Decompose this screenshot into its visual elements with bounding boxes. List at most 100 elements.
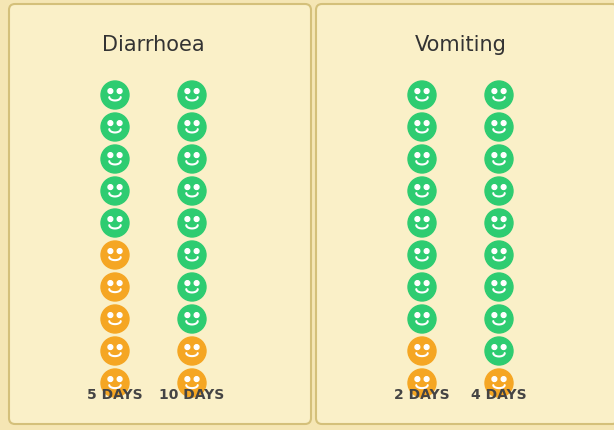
Circle shape — [108, 281, 113, 286]
Circle shape — [178, 177, 206, 205]
Circle shape — [485, 113, 513, 141]
Circle shape — [485, 145, 513, 173]
Circle shape — [178, 209, 206, 237]
Circle shape — [492, 217, 497, 221]
Circle shape — [415, 153, 420, 157]
Circle shape — [194, 313, 199, 317]
Circle shape — [117, 185, 122, 190]
Circle shape — [185, 217, 190, 221]
Text: 2 DAYS: 2 DAYS — [394, 388, 450, 402]
Circle shape — [485, 369, 513, 397]
Circle shape — [194, 249, 199, 253]
Circle shape — [485, 273, 513, 301]
Circle shape — [485, 209, 513, 237]
Circle shape — [408, 305, 436, 333]
Circle shape — [185, 249, 190, 253]
Circle shape — [185, 345, 190, 350]
Circle shape — [415, 249, 420, 253]
Circle shape — [492, 89, 497, 93]
Circle shape — [501, 185, 506, 190]
Circle shape — [101, 273, 129, 301]
Circle shape — [424, 153, 429, 157]
Circle shape — [501, 313, 506, 317]
Circle shape — [501, 89, 506, 93]
Circle shape — [108, 377, 113, 381]
Circle shape — [178, 273, 206, 301]
Circle shape — [408, 209, 436, 237]
Circle shape — [492, 153, 497, 157]
Circle shape — [117, 377, 122, 381]
Circle shape — [108, 345, 113, 350]
Circle shape — [117, 89, 122, 93]
Circle shape — [501, 377, 506, 381]
Text: Vomiting: Vomiting — [415, 35, 507, 55]
Circle shape — [415, 217, 420, 221]
Circle shape — [101, 113, 129, 141]
Circle shape — [178, 305, 206, 333]
Circle shape — [424, 377, 429, 381]
Circle shape — [101, 337, 129, 365]
FancyBboxPatch shape — [9, 4, 311, 424]
Circle shape — [108, 313, 113, 317]
Circle shape — [424, 185, 429, 190]
Circle shape — [492, 121, 497, 126]
Circle shape — [101, 241, 129, 269]
Circle shape — [117, 345, 122, 350]
Circle shape — [178, 145, 206, 173]
Circle shape — [194, 185, 199, 190]
Circle shape — [424, 249, 429, 253]
Circle shape — [178, 337, 206, 365]
Circle shape — [194, 281, 199, 286]
Circle shape — [194, 121, 199, 126]
Circle shape — [194, 89, 199, 93]
FancyBboxPatch shape — [316, 4, 614, 424]
Circle shape — [194, 217, 199, 221]
Circle shape — [185, 121, 190, 126]
Circle shape — [117, 217, 122, 221]
Circle shape — [178, 369, 206, 397]
Circle shape — [108, 121, 113, 126]
Circle shape — [101, 145, 129, 173]
Circle shape — [117, 249, 122, 253]
Circle shape — [415, 121, 420, 126]
Circle shape — [408, 337, 436, 365]
Circle shape — [501, 345, 506, 350]
Circle shape — [108, 249, 113, 253]
Circle shape — [117, 313, 122, 317]
Circle shape — [485, 177, 513, 205]
Circle shape — [501, 281, 506, 286]
Circle shape — [415, 281, 420, 286]
Circle shape — [117, 281, 122, 286]
Circle shape — [424, 121, 429, 126]
Circle shape — [178, 113, 206, 141]
Circle shape — [424, 217, 429, 221]
Circle shape — [185, 313, 190, 317]
Circle shape — [185, 281, 190, 286]
Circle shape — [492, 249, 497, 253]
Circle shape — [108, 217, 113, 221]
Circle shape — [424, 89, 429, 93]
Circle shape — [194, 153, 199, 157]
Circle shape — [408, 273, 436, 301]
Circle shape — [415, 313, 420, 317]
Circle shape — [424, 313, 429, 317]
Circle shape — [492, 281, 497, 286]
Circle shape — [101, 369, 129, 397]
Circle shape — [185, 89, 190, 93]
Circle shape — [408, 113, 436, 141]
Text: 5 DAYS: 5 DAYS — [87, 388, 143, 402]
Circle shape — [408, 177, 436, 205]
Text: Diarrhoea: Diarrhoea — [102, 35, 204, 55]
Circle shape — [185, 377, 190, 381]
Circle shape — [101, 209, 129, 237]
Circle shape — [501, 153, 506, 157]
Circle shape — [117, 153, 122, 157]
Circle shape — [185, 185, 190, 190]
Circle shape — [178, 241, 206, 269]
Circle shape — [492, 377, 497, 381]
Circle shape — [194, 345, 199, 350]
Circle shape — [185, 153, 190, 157]
Circle shape — [501, 121, 506, 126]
Circle shape — [408, 81, 436, 109]
Circle shape — [424, 281, 429, 286]
